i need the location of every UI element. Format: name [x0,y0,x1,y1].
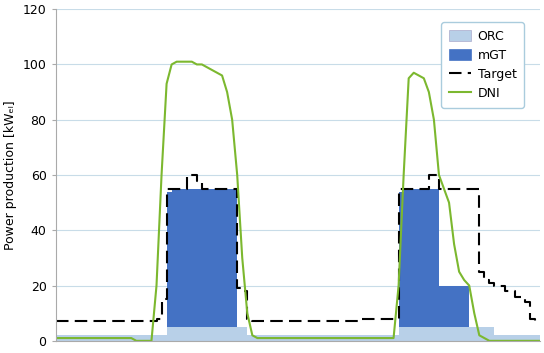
Y-axis label: Power production [kWₑₗ]: Power production [kWₑₗ] [4,100,17,250]
Legend: ORC, mGT, Target, DNI: ORC, mGT, Target, DNI [441,22,524,108]
